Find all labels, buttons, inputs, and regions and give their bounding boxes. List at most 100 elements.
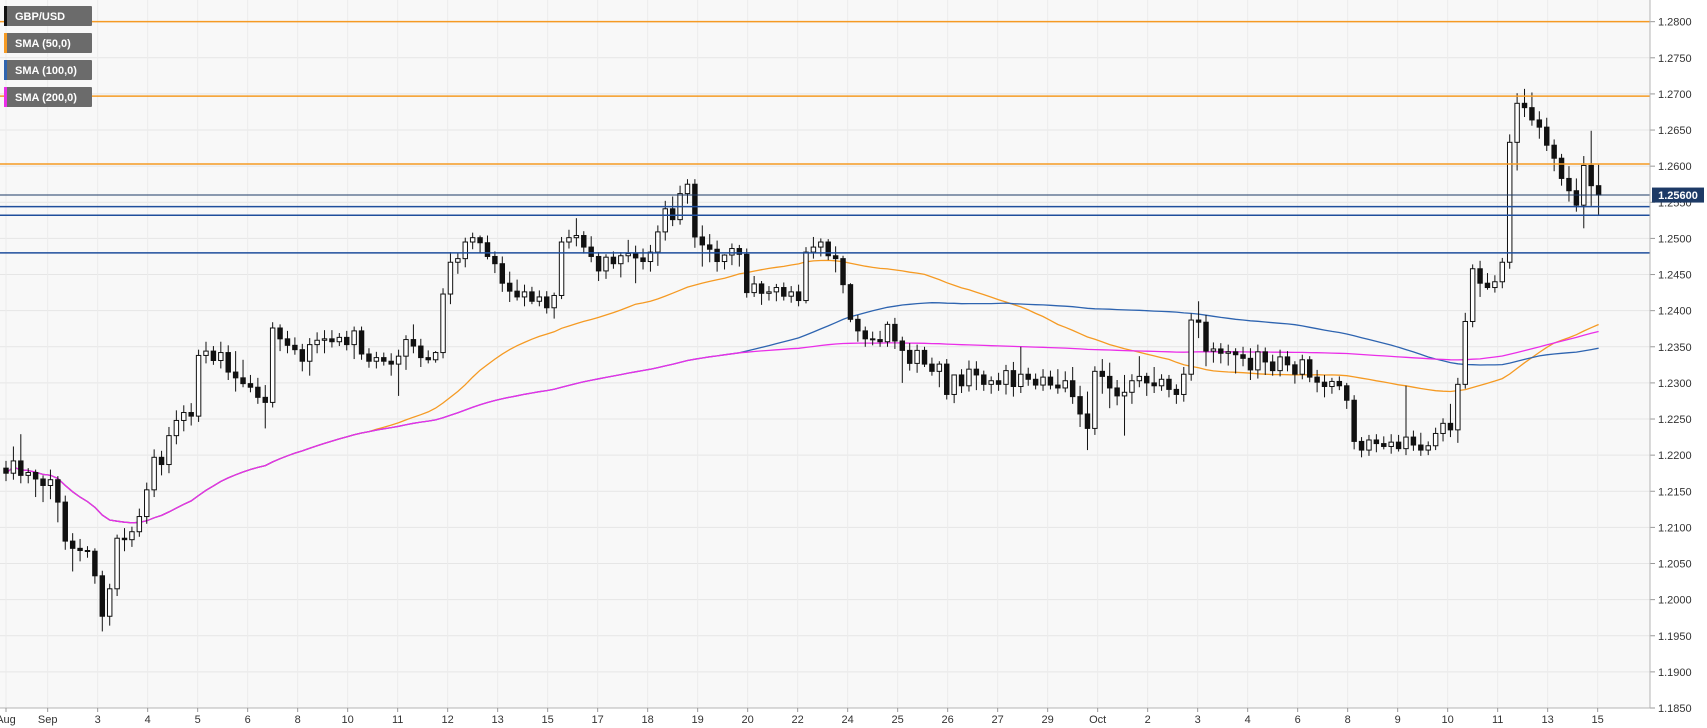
x-tick-label: 26 xyxy=(942,714,954,726)
candle xyxy=(269,322,276,408)
candle-body xyxy=(336,336,343,343)
candle-body xyxy=(1232,351,1239,356)
candle xyxy=(1269,354,1276,376)
candle xyxy=(1262,347,1268,375)
candle-body xyxy=(1358,440,1365,451)
candle-body xyxy=(610,256,617,265)
candle xyxy=(618,252,624,278)
candle-body xyxy=(1455,383,1461,431)
candle-body xyxy=(514,290,520,298)
candle xyxy=(729,243,735,266)
candle xyxy=(1099,359,1106,394)
candle xyxy=(203,341,209,364)
candle-body xyxy=(1106,375,1113,389)
candle-body xyxy=(1373,439,1380,445)
candle xyxy=(929,357,935,376)
candle-body xyxy=(1166,378,1172,390)
candle-body xyxy=(714,248,720,263)
x-tick-label: 24 xyxy=(842,714,854,726)
y-tick-label: 1.2700 xyxy=(1658,89,1692,101)
candle xyxy=(299,343,306,372)
candle xyxy=(1018,346,1024,394)
candle xyxy=(1277,349,1283,377)
candle-body xyxy=(1114,387,1120,397)
candle xyxy=(314,332,320,354)
candle-body xyxy=(314,339,320,346)
candle-body xyxy=(1240,354,1246,359)
candle-body xyxy=(825,241,831,257)
candle-body xyxy=(1366,439,1372,451)
candle xyxy=(1388,434,1394,454)
x-tick-label: 15 xyxy=(1592,714,1604,726)
y-tick-label: 1.2400 xyxy=(1658,306,1692,318)
candle-body xyxy=(3,467,9,474)
candle-body xyxy=(721,254,728,263)
candle-body xyxy=(18,460,24,476)
candle-body xyxy=(1536,119,1543,128)
candle-body xyxy=(1344,385,1350,401)
candle-body xyxy=(566,237,572,243)
candle xyxy=(321,330,328,354)
candle-body xyxy=(632,253,639,259)
candle-body xyxy=(588,246,594,257)
candle-body xyxy=(944,363,950,395)
candle-body xyxy=(240,377,246,385)
candle xyxy=(1344,382,1350,409)
x-tick-label: 4 xyxy=(145,714,151,726)
candle-body xyxy=(1136,375,1143,382)
candle xyxy=(77,538,83,562)
candle xyxy=(610,251,617,269)
candle xyxy=(1003,364,1009,395)
candle-body xyxy=(1069,380,1076,398)
candle-body xyxy=(1218,348,1224,354)
candle xyxy=(736,244,743,267)
candle-body xyxy=(1544,126,1550,146)
candle xyxy=(1521,88,1528,118)
legend-box xyxy=(4,60,92,80)
x-tick-label: 18 xyxy=(642,714,654,726)
candle-body xyxy=(840,258,846,286)
candle-body xyxy=(655,231,661,253)
candle-body xyxy=(544,296,550,309)
candle-body xyxy=(973,368,980,376)
candle-body xyxy=(455,258,461,263)
candle-body xyxy=(151,456,157,491)
candle-body xyxy=(855,318,861,332)
candle-body xyxy=(1025,373,1031,380)
candle-body xyxy=(121,537,128,541)
candle-body xyxy=(55,479,61,503)
x-tick-label: 17 xyxy=(592,714,604,726)
candle xyxy=(277,324,283,352)
candle xyxy=(1321,374,1328,398)
candle xyxy=(1588,130,1594,206)
candle xyxy=(351,326,357,360)
candle xyxy=(425,350,431,364)
candle xyxy=(1418,432,1424,456)
y-tick-label: 1.2800 xyxy=(1658,17,1692,29)
candle-body xyxy=(440,293,446,354)
y-tick-label: 1.2750 xyxy=(1658,53,1692,65)
candle xyxy=(418,338,424,368)
candle-body xyxy=(788,291,794,297)
candle xyxy=(603,254,609,279)
candle-body xyxy=(1351,399,1357,442)
candle-body xyxy=(418,345,424,359)
candle-body xyxy=(1129,380,1135,393)
candle-body xyxy=(1418,444,1424,451)
candle-body xyxy=(1314,376,1320,383)
candle xyxy=(366,348,372,368)
candle xyxy=(1195,301,1202,339)
candle xyxy=(210,346,217,365)
candle-body xyxy=(1262,351,1268,363)
candle-body xyxy=(921,349,928,365)
candle xyxy=(240,359,246,388)
current-price-tag: 1.25600 xyxy=(1652,187,1704,203)
legend-label: SMA (200,0) xyxy=(15,92,77,104)
candle xyxy=(1581,156,1587,229)
candle-body xyxy=(84,550,91,553)
candle-body xyxy=(1306,359,1313,378)
candle xyxy=(477,235,483,253)
candle-body xyxy=(1092,370,1098,429)
x-tick-label: Oct xyxy=(1089,714,1106,726)
